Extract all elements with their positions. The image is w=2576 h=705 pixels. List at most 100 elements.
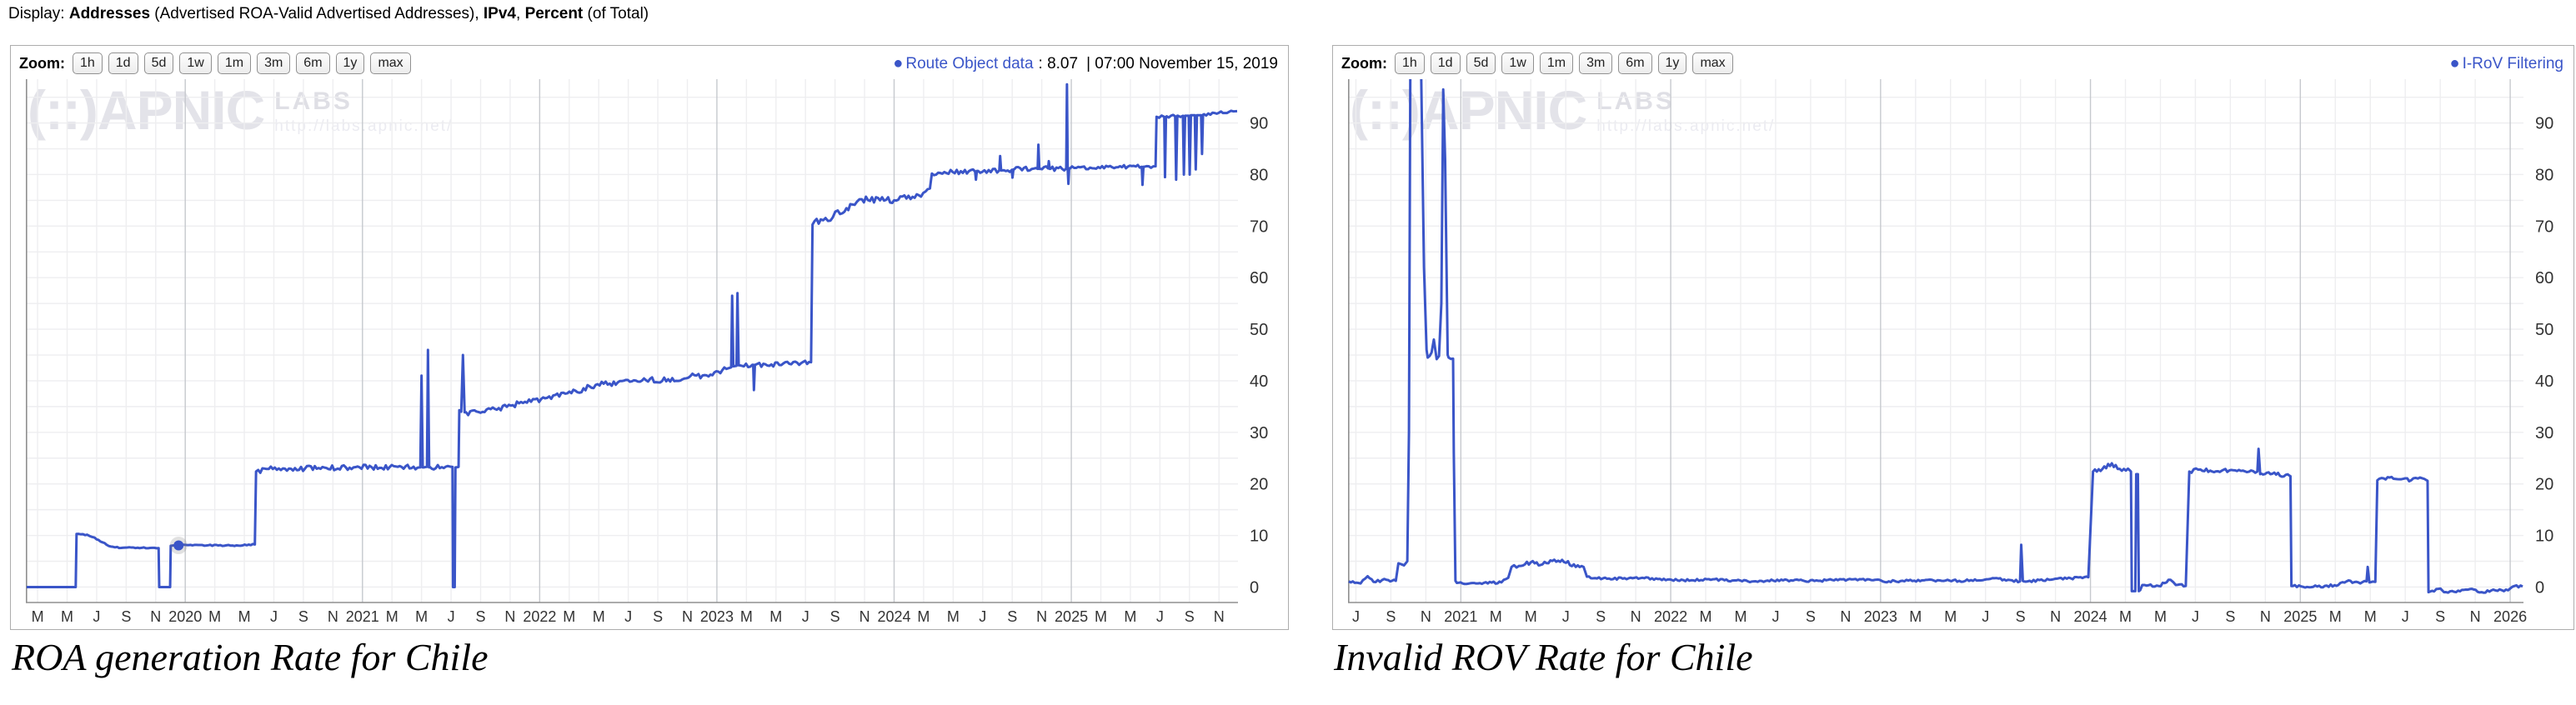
gridlines — [26, 79, 1238, 602]
svg-text:N: N — [682, 608, 693, 625]
svg-text:30: 30 — [2535, 424, 2553, 442]
svg-text:2021: 2021 — [346, 608, 379, 625]
svg-text:2024: 2024 — [877, 608, 910, 625]
svg-text:2024: 2024 — [2074, 608, 2107, 625]
svg-text:40: 40 — [2535, 372, 2553, 391]
svg-text:M: M — [593, 608, 605, 625]
x-axis-labels: M M J S N 2020 M M J S N 2021 M M J S N 2022 M M J S N 2023 M M J S… — [32, 608, 1225, 625]
svg-text:60: 60 — [2535, 269, 2553, 288]
zoom-button-5d[interactable]: 5d — [1466, 52, 1496, 75]
svg-text:2023: 2023 — [1864, 608, 1897, 625]
svg-text:N: N — [860, 608, 870, 625]
svg-text:60: 60 — [1250, 269, 1268, 288]
svg-text:N: N — [1840, 608, 1851, 625]
svg-text:S: S — [830, 608, 840, 625]
zoom-button-1y[interactable]: 1y — [335, 52, 365, 75]
svg-text:70: 70 — [1250, 218, 1268, 236]
svg-text:M: M — [1124, 608, 1136, 625]
apnic-logo-text: APNIC — [1419, 79, 1587, 141]
legend: ● Route Object data: 8.07 | 07:00 November… — [893, 54, 1280, 73]
svg-text:J: J — [1772, 608, 1779, 625]
svg-text:M: M — [2154, 608, 2167, 625]
apnic-logo-icon: (::) — [28, 79, 98, 141]
svg-text:J: J — [1982, 608, 1989, 625]
chart-toolbar: Zoom: 1h 1d 5d 1w 1m 3m 6m 1y max ● I-RoV Filteri… — [1333, 46, 2573, 78]
data-series-line — [27, 82, 1238, 588]
header-segment-6: (of Total) — [583, 5, 649, 22]
legend-series-name: Route Object data — [905, 54, 1034, 72]
svg-text:30: 30 — [1250, 424, 1268, 442]
svg-text:M: M — [32, 608, 44, 625]
zoom-button-3m[interactable]: 3m — [1579, 52, 1613, 75]
svg-text:N: N — [2260, 608, 2271, 625]
svg-text:J: J — [270, 608, 278, 625]
charts-row: Zoom: 1h 1d 5d 1w 1m 3m 6m 1y max ● Route Object … — [10, 45, 2574, 679]
svg-text:M: M — [2364, 608, 2377, 625]
zoom-button-1w[interactable]: 1w — [179, 52, 212, 75]
svg-text:J: J — [979, 608, 986, 625]
chart-toolbar: Zoom: 1h 1d 5d 1w 1m 3m 6m 1y max ● Route Object … — [11, 46, 1288, 78]
zoom-button-1h[interactable]: 1h — [1394, 52, 1425, 75]
highlighted-data-point[interactable] — [173, 540, 184, 551]
zoom-button-max[interactable]: max — [370, 52, 411, 75]
svg-text:N: N — [1421, 608, 1431, 625]
svg-text:2022: 2022 — [523, 608, 556, 625]
svg-text:J: J — [2402, 608, 2409, 625]
svg-text:0: 0 — [1250, 578, 1259, 597]
y-axis-labels: 0 10 20 30 40 50 60 70 80 90 — [2535, 115, 2553, 598]
svg-text:M: M — [2329, 608, 2342, 625]
svg-text:M: M — [1909, 608, 1922, 625]
svg-text:S: S — [298, 608, 308, 625]
zoom-button-1h[interactable]: 1h — [72, 52, 103, 75]
apnic-logo-text: APNIC — [97, 79, 265, 141]
svg-text:J: J — [448, 608, 455, 625]
display-settings-header: Display: Addresses (Advertised ROA-Valid… — [8, 5, 649, 23]
svg-text:M: M — [563, 608, 575, 625]
zoom-button-1d[interactable]: 1d — [1430, 52, 1461, 75]
zoom-button-3m[interactable]: 3m — [257, 52, 291, 75]
svg-text:M: M — [1525, 608, 1537, 625]
header-segment-5: Percent — [524, 5, 584, 22]
svg-text:M: M — [1700, 608, 1712, 625]
svg-text:10: 10 — [2535, 528, 2553, 546]
svg-text:50: 50 — [1250, 321, 1268, 339]
x-axis-labels: J S N 2021 M M J S N 2022 M M J S N 2023 M M J S N 2024 M M J S N 2… — [1352, 608, 2527, 625]
zoom-button-max[interactable]: max — [1692, 52, 1733, 75]
zoom-button-1d[interactable]: 1d — [108, 52, 138, 75]
svg-text:J: J — [802, 608, 809, 625]
svg-text:S: S — [475, 608, 485, 625]
zoom-button-5d[interactable]: 5d — [143, 52, 174, 75]
svg-text:80: 80 — [2535, 166, 2553, 184]
svg-text:M: M — [2119, 608, 2132, 625]
chart-block-rov: Zoom: 1h 1d 5d 1w 1m 3m 6m 1y max ● I-RoV Filteri… — [1332, 45, 2574, 679]
svg-text:N: N — [1631, 608, 1641, 625]
svg-text:M: M — [947, 608, 960, 625]
labs-url-text: http://labs.apnic.net/ — [1596, 118, 1776, 135]
svg-text:40: 40 — [1250, 372, 1268, 391]
svg-text:S: S — [1007, 608, 1017, 625]
svg-text:M: M — [61, 608, 73, 625]
zoom-button-6m[interactable]: 6m — [296, 52, 330, 75]
zoom-button-1m[interactable]: 1m — [1539, 52, 1574, 75]
zoom-button-1y[interactable]: 1y — [1657, 52, 1687, 75]
svg-text:J: J — [2192, 608, 2199, 625]
zoom-button-6m[interactable]: 6m — [1618, 52, 1652, 75]
legend-series-name: I-RoV Filtering — [2462, 54, 2563, 72]
svg-text:S: S — [2435, 608, 2445, 625]
rov-chart-plot[interactable]: 0 10 20 30 40 50 60 70 80 90 J S N 2021 M M J S N 2022 M M J S N… — [1348, 79, 2567, 629]
svg-text:90: 90 — [2535, 115, 2553, 133]
chart-caption-roa: ROA generation Rate for Chile — [12, 636, 489, 678]
zoom-label: Zoom: — [19, 54, 65, 72]
legend-timestamp: | 07:00 November 15, 2019 — [1086, 54, 1278, 72]
svg-text:2022: 2022 — [1654, 608, 1687, 625]
svg-text:S: S — [1386, 608, 1396, 625]
zoom-button-1m[interactable]: 1m — [217, 52, 252, 75]
header-segment-2: (Advertised ROA-Valid Advertised Address… — [150, 5, 484, 22]
data-series-line — [1348, 79, 2523, 594]
zoom-button-group: 1h 1d 5d 1w 1m 3m 6m 1y max — [72, 52, 417, 75]
svg-text:S: S — [121, 608, 131, 625]
zoom-button-1w[interactable]: 1w — [1501, 52, 1534, 75]
